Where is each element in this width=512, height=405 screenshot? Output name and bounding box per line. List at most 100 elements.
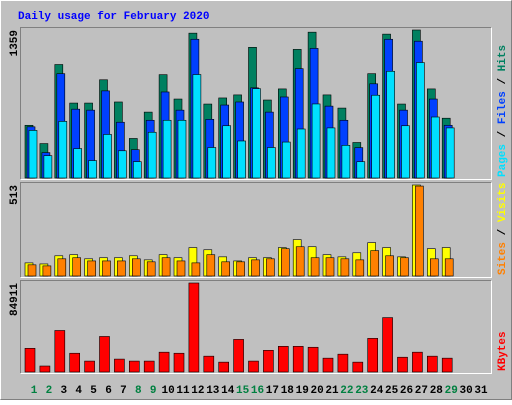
bar xyxy=(102,260,111,277)
bar xyxy=(340,258,350,277)
bar xyxy=(325,257,335,277)
x-tick-label: 1 xyxy=(31,385,38,397)
x-tick-label: 18 xyxy=(281,385,295,397)
panel-light xyxy=(20,280,492,374)
bar xyxy=(43,155,53,179)
bar xyxy=(277,346,289,373)
x-tick-label: 29 xyxy=(445,385,458,397)
legend: Sites / Visits xyxy=(497,183,509,275)
legend-entry: Hits xyxy=(497,45,509,71)
panel-dark xyxy=(20,182,492,278)
x-tick-label: 28 xyxy=(430,385,444,397)
bar xyxy=(176,260,186,277)
bar xyxy=(352,361,364,373)
bar xyxy=(191,262,201,277)
bar xyxy=(370,250,380,277)
bar xyxy=(385,255,394,277)
panel-dark xyxy=(20,27,492,180)
bar xyxy=(206,254,216,277)
bar xyxy=(401,125,410,179)
bar xyxy=(143,360,155,373)
legend-entry: KBytes xyxy=(497,331,509,371)
y-tick-label: 513 xyxy=(9,185,21,205)
bar xyxy=(103,134,112,179)
x-tick-label: 3 xyxy=(60,385,67,397)
legend-entry: Visits xyxy=(497,183,509,223)
bar xyxy=(281,141,291,179)
bar xyxy=(118,150,127,179)
bar xyxy=(444,258,454,277)
bar xyxy=(415,185,424,277)
x-tick-label: 6 xyxy=(105,385,112,397)
bar xyxy=(133,161,142,179)
x-tick-label: 7 xyxy=(120,385,127,397)
legend-entry: Pages xyxy=(497,144,509,177)
bar xyxy=(430,116,440,179)
bar xyxy=(146,261,156,277)
legend-separator: / xyxy=(497,222,509,242)
bar xyxy=(292,346,304,373)
bar xyxy=(147,131,157,179)
x-tick-label: 19 xyxy=(296,385,309,397)
bar xyxy=(382,317,393,373)
bar xyxy=(28,130,38,179)
bar xyxy=(371,94,381,179)
bar xyxy=(117,260,126,277)
bar xyxy=(233,339,244,373)
bar xyxy=(177,119,187,179)
x-tick-label: 14 xyxy=(221,385,235,397)
bar xyxy=(42,265,52,277)
x-tick-label: 26 xyxy=(400,385,413,397)
x-tick-label: 27 xyxy=(415,385,428,397)
bar xyxy=(129,360,140,373)
x-tick-label: 31 xyxy=(474,385,488,397)
bar xyxy=(296,128,306,179)
bar xyxy=(280,248,290,277)
bar xyxy=(24,348,36,373)
bar xyxy=(367,338,379,373)
x-tick-label: 25 xyxy=(385,385,399,397)
bar xyxy=(397,356,408,373)
bar xyxy=(311,103,321,179)
bar xyxy=(236,261,245,277)
bar xyxy=(99,336,110,373)
bar xyxy=(203,355,215,373)
y-tick-label: 84911 xyxy=(9,283,21,316)
bar xyxy=(69,352,80,373)
bar xyxy=(356,161,366,179)
bar xyxy=(266,258,275,277)
bar xyxy=(295,246,305,277)
x-tick-label: 21 xyxy=(325,385,339,397)
x-tick-label: 22 xyxy=(340,385,353,397)
bar xyxy=(337,353,349,373)
bar xyxy=(88,160,97,179)
chart-title: Daily usage for February 2020 xyxy=(18,11,209,23)
bar xyxy=(207,147,217,179)
bar xyxy=(429,258,439,277)
bar xyxy=(416,62,425,179)
bar xyxy=(326,127,336,179)
bar xyxy=(218,361,229,373)
bar xyxy=(27,264,37,277)
x-tick-label: 20 xyxy=(310,385,323,397)
bar xyxy=(162,119,172,179)
x-tick-label: 16 xyxy=(251,385,264,397)
bar xyxy=(72,257,81,277)
bar xyxy=(441,357,453,373)
legend-separator: / xyxy=(497,124,509,144)
bar xyxy=(248,360,259,373)
bar xyxy=(400,257,409,277)
bar xyxy=(412,351,423,373)
bar xyxy=(39,365,51,373)
panel-light xyxy=(20,182,492,278)
x-tick-label: 5 xyxy=(90,385,97,397)
panel-light xyxy=(20,27,492,180)
x-tick-label: 24 xyxy=(370,385,384,397)
x-tick-label: 17 xyxy=(266,385,279,397)
bar xyxy=(307,346,319,373)
y-tick-label: 1359 xyxy=(9,30,21,56)
x-tick-label: 4 xyxy=(75,385,82,397)
legend-entry: Files xyxy=(497,91,509,124)
